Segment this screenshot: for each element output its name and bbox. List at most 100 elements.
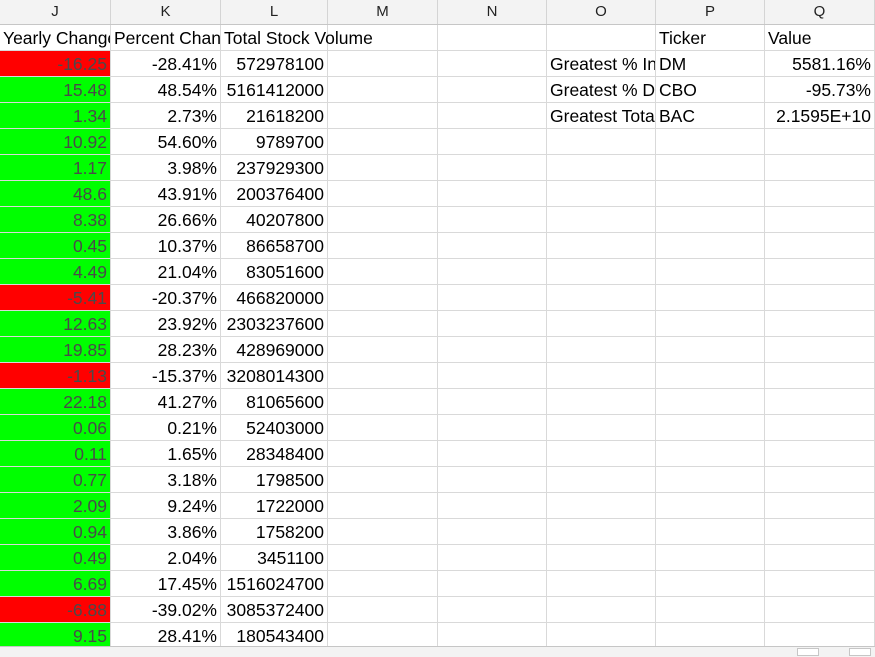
cell-k14[interactable]: -15.37% (111, 363, 221, 389)
cell-q20[interactable] (765, 519, 875, 545)
cell-l17[interactable]: 28348400 (221, 441, 328, 467)
cell-n20[interactable] (438, 519, 547, 545)
column-header-l[interactable]: L (221, 0, 328, 24)
cell-p1[interactable]: Ticker (656, 25, 765, 51)
cell-m18[interactable] (328, 467, 438, 493)
cell-q19[interactable] (765, 493, 875, 519)
cell-q10[interactable] (765, 259, 875, 285)
cell-m2[interactable] (328, 51, 438, 77)
cell-o15[interactable] (547, 389, 656, 415)
cell-l19[interactable]: 1722000 (221, 493, 328, 519)
cell-k3[interactable]: 48.54% (111, 77, 221, 103)
cell-n6[interactable] (438, 155, 547, 181)
cell-o14[interactable] (547, 363, 656, 389)
cell-q16[interactable] (765, 415, 875, 441)
cell-p21[interactable] (656, 545, 765, 571)
cell-n12[interactable] (438, 311, 547, 337)
cell-q3[interactable]: -95.73% (765, 77, 875, 103)
cell-j20[interactable]: 0.94 (0, 519, 111, 545)
cell-k12[interactable]: 23.92% (111, 311, 221, 337)
cell-k2[interactable]: -28.41% (111, 51, 221, 77)
cell-m15[interactable] (328, 389, 438, 415)
cell-p18[interactable] (656, 467, 765, 493)
cell-m8[interactable] (328, 207, 438, 233)
column-header-m[interactable]: M (328, 0, 438, 24)
cell-o23[interactable] (547, 597, 656, 623)
cell-j4[interactable]: 1.34 (0, 103, 111, 129)
cell-k7[interactable]: 43.91% (111, 181, 221, 207)
cell-j1[interactable]: Yearly Change (0, 25, 111, 51)
cell-j15[interactable]: 22.18 (0, 389, 111, 415)
cell-j21[interactable]: 0.49 (0, 545, 111, 571)
cell-o20[interactable] (547, 519, 656, 545)
cell-n1[interactable] (438, 25, 547, 51)
cell-q6[interactable] (765, 155, 875, 181)
cell-o11[interactable] (547, 285, 656, 311)
cell-l16[interactable]: 52403000 (221, 415, 328, 441)
cell-n13[interactable] (438, 337, 547, 363)
cell-j6[interactable]: 1.17 (0, 155, 111, 181)
cell-q4[interactable]: 2.1595E+10 (765, 103, 875, 129)
cell-n4[interactable] (438, 103, 547, 129)
cell-k13[interactable]: 28.23% (111, 337, 221, 363)
cell-m7[interactable] (328, 181, 438, 207)
cell-m16[interactable] (328, 415, 438, 441)
cell-q14[interactable] (765, 363, 875, 389)
cell-j19[interactable]: 2.09 (0, 493, 111, 519)
cell-k9[interactable]: 10.37% (111, 233, 221, 259)
cell-q22[interactable] (765, 571, 875, 597)
cell-n18[interactable] (438, 467, 547, 493)
cell-k15[interactable]: 41.27% (111, 389, 221, 415)
cell-k20[interactable]: 3.86% (111, 519, 221, 545)
cell-l2[interactable]: 572978100 (221, 51, 328, 77)
cell-k19[interactable]: 9.24% (111, 493, 221, 519)
cell-l13[interactable]: 428969000 (221, 337, 328, 363)
cell-k10[interactable]: 21.04% (111, 259, 221, 285)
cell-m21[interactable] (328, 545, 438, 571)
cell-n9[interactable] (438, 233, 547, 259)
cell-j18[interactable]: 0.77 (0, 467, 111, 493)
cell-m17[interactable] (328, 441, 438, 467)
cell-n21[interactable] (438, 545, 547, 571)
cell-q18[interactable] (765, 467, 875, 493)
cell-p5[interactable] (656, 129, 765, 155)
cell-n19[interactable] (438, 493, 547, 519)
cell-j13[interactable]: 19.85 (0, 337, 111, 363)
column-header-n[interactable]: N (438, 0, 547, 24)
cell-m5[interactable] (328, 129, 438, 155)
cell-o4[interactable]: Greatest Total Volume (547, 103, 656, 129)
cell-p6[interactable] (656, 155, 765, 181)
cell-o9[interactable] (547, 233, 656, 259)
cell-q17[interactable] (765, 441, 875, 467)
cell-l20[interactable]: 1758200 (221, 519, 328, 545)
cell-o19[interactable] (547, 493, 656, 519)
cell-k16[interactable]: 0.21% (111, 415, 221, 441)
cell-k8[interactable]: 26.66% (111, 207, 221, 233)
cell-j7[interactable]: 48.6 (0, 181, 111, 207)
scroll-right-button[interactable] (849, 648, 871, 656)
cell-l23[interactable]: 3085372400 (221, 597, 328, 623)
cell-n22[interactable] (438, 571, 547, 597)
cell-m1[interactable] (328, 25, 438, 51)
cell-l14[interactable]: 3208014300 (221, 363, 328, 389)
cell-p2[interactable]: DM (656, 51, 765, 77)
cell-o16[interactable] (547, 415, 656, 441)
cell-n7[interactable] (438, 181, 547, 207)
cell-o7[interactable] (547, 181, 656, 207)
cell-p17[interactable] (656, 441, 765, 467)
cell-o17[interactable] (547, 441, 656, 467)
cell-l18[interactable]: 1798500 (221, 467, 328, 493)
cell-l5[interactable]: 9789700 (221, 129, 328, 155)
cell-l11[interactable]: 466820000 (221, 285, 328, 311)
cell-j16[interactable]: 0.06 (0, 415, 111, 441)
cell-n14[interactable] (438, 363, 547, 389)
cell-q2[interactable]: 5581.16% (765, 51, 875, 77)
cell-q7[interactable] (765, 181, 875, 207)
column-header-q[interactable]: Q (765, 0, 875, 24)
cell-l15[interactable]: 81065600 (221, 389, 328, 415)
cell-j14[interactable]: -1.13 (0, 363, 111, 389)
cell-q21[interactable] (765, 545, 875, 571)
cell-p7[interactable] (656, 181, 765, 207)
cell-o22[interactable] (547, 571, 656, 597)
cell-q9[interactable] (765, 233, 875, 259)
